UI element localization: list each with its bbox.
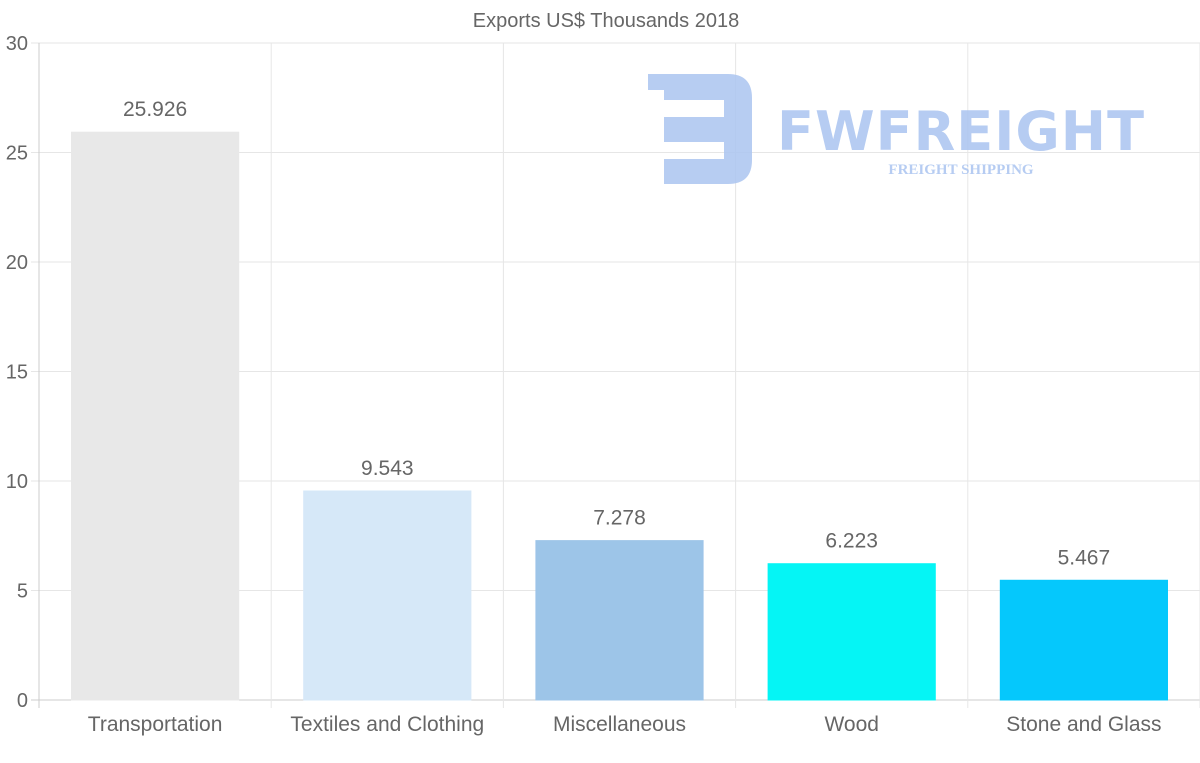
x-tick-label: Wood	[824, 713, 878, 736]
data-label: 25.926	[123, 98, 187, 121]
chart-title: Exports US$ Thousands 2018	[473, 10, 739, 32]
data-label: 9.543	[361, 457, 414, 480]
y-tick-label: 30	[6, 33, 28, 55]
data-label: 5.467	[1058, 546, 1111, 569]
fwfreight-logo-icon	[648, 74, 752, 184]
y-tick-label: 10	[6, 471, 28, 493]
y-tick-label: 0	[17, 690, 28, 712]
axes: 0 5 10 15 20 25 30 Transportation Textiles and C…	[6, 33, 1162, 736]
data-label: 6.223	[825, 530, 878, 553]
y-tick-label: 15	[6, 362, 28, 384]
x-tick-label: Stone and Glass	[1006, 713, 1161, 736]
data-labels: 25.926 9.543 7.278 6.223 5.467	[123, 98, 1110, 569]
x-tick-label: Transportation	[88, 713, 223, 736]
x-tick-label: Miscellaneous	[553, 713, 686, 736]
y-tick-label: 20	[6, 252, 28, 274]
watermark-brand: FWFREIGHT	[777, 100, 1145, 163]
data-label: 7.278	[593, 507, 646, 530]
y-tick-label: 5	[17, 581, 28, 603]
bar-stone-and-glass	[999, 579, 1168, 701]
bar-transportation	[71, 131, 240, 701]
bar-textiles-and-clothing	[303, 490, 472, 701]
x-tick-label: Textiles and Clothing	[290, 713, 484, 736]
bar-wood	[767, 563, 936, 701]
fwfreight-watermark-logo: FWFREIGHT FREIGHT SHIPPING	[648, 74, 1145, 184]
watermark-tagline: FREIGHT SHIPPING	[888, 162, 1033, 178]
bars	[71, 131, 1168, 701]
bar-miscellaneous	[535, 540, 704, 701]
y-tick-label: 25	[6, 143, 28, 165]
